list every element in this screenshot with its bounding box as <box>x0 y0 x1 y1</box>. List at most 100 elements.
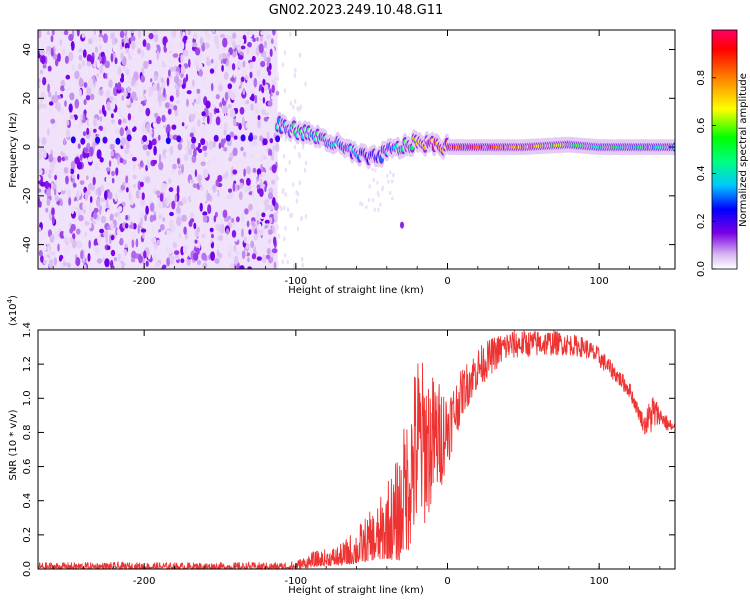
noise-blob <box>135 189 140 199</box>
noise-blob <box>165 246 169 253</box>
noise-blob <box>112 52 116 59</box>
y-tick-label: 0.8 <box>22 424 33 440</box>
noise-blob <box>109 96 114 102</box>
noise-blob <box>118 119 122 125</box>
noise-blob <box>229 108 236 119</box>
noise-blob <box>51 30 55 36</box>
noise-blob <box>70 160 76 171</box>
noise-blob <box>39 49 45 56</box>
noise-speckle <box>300 215 303 221</box>
noise-blob <box>102 33 108 44</box>
noise-blob <box>64 246 70 255</box>
noise-ridge-blob <box>176 135 182 143</box>
noise-blob <box>130 49 134 58</box>
noise-blob <box>79 89 82 97</box>
noise-blob <box>97 36 103 42</box>
noise-blob <box>196 259 202 265</box>
noise-blob <box>268 148 273 157</box>
noise-blob <box>149 202 155 212</box>
noise-blob <box>205 100 211 109</box>
noise-blob <box>230 77 235 82</box>
noise-blob <box>96 120 100 128</box>
noise-blob <box>206 192 211 201</box>
noise-blob <box>205 189 209 195</box>
noise-ridge-blob <box>165 137 171 145</box>
noise-speckle <box>292 104 295 110</box>
noise-blob <box>95 188 99 195</box>
noise-ridge-blob <box>191 136 197 144</box>
noise-blob <box>169 219 174 229</box>
noise-blob <box>67 44 72 53</box>
noise-blob <box>174 254 180 260</box>
noise-blob <box>231 230 237 238</box>
noise-speckle <box>289 101 292 107</box>
noise-blob <box>132 157 137 162</box>
noise-blob <box>96 258 103 264</box>
noise-blob <box>120 184 126 191</box>
noise-blob <box>84 191 88 201</box>
noise-blob <box>62 261 68 267</box>
noise-blob <box>216 249 220 257</box>
noise-blob <box>66 120 70 126</box>
noise-blob <box>98 207 102 215</box>
noise-blob <box>264 219 270 224</box>
noise-speckle <box>279 205 282 211</box>
noise-blob <box>55 112 61 122</box>
noise-blob <box>258 43 264 54</box>
noise-blob <box>130 40 136 50</box>
noise-blob <box>63 137 66 146</box>
noise-blob <box>43 149 47 159</box>
noise-blob <box>48 91 52 98</box>
noise-blob <box>243 236 247 244</box>
noise-blob <box>212 66 216 76</box>
noise-blob <box>201 195 207 203</box>
noise-blob <box>183 49 189 57</box>
spectrogram-marks <box>38 30 675 269</box>
noise-blob <box>168 187 174 193</box>
noise-blob <box>107 73 110 79</box>
noise-blob <box>137 48 142 55</box>
noise-blob <box>267 204 274 211</box>
noise-blob <box>119 30 125 39</box>
noise-blob <box>109 73 114 79</box>
noise-blob <box>268 239 272 244</box>
noise-blob <box>273 261 277 269</box>
noise-blob <box>263 51 267 60</box>
x-tick-label: -100 <box>284 576 307 587</box>
noise-speckle <box>289 31 292 37</box>
noise-blob <box>202 211 208 216</box>
noise-blob <box>158 231 164 238</box>
noise-blob <box>51 182 54 189</box>
noise-blob <box>226 215 232 220</box>
noise-speckle <box>297 152 301 157</box>
noise-blob <box>88 38 92 45</box>
noise-blob <box>101 55 105 65</box>
noise-blob <box>109 213 114 221</box>
noise-blob <box>197 119 201 128</box>
noise-blob <box>146 124 151 133</box>
noise-blob <box>237 61 243 69</box>
x-tick-label: -200 <box>133 276 156 287</box>
noise-blob <box>100 215 107 224</box>
noise-blob <box>60 30 64 35</box>
noise-blob <box>237 184 240 191</box>
y-tick-label: 1.4 <box>22 322 33 338</box>
noise-blob <box>139 96 145 102</box>
noise-blob <box>175 88 180 98</box>
noise-blob <box>166 257 171 267</box>
noise-blob <box>111 113 114 119</box>
noise-blob <box>172 53 179 58</box>
noise-blob <box>227 104 232 109</box>
noise-speckle <box>281 62 285 68</box>
y-tick-label: 0.0 <box>22 561 33 577</box>
noise-blob <box>72 82 76 90</box>
noise-blob <box>110 53 114 63</box>
snr-panel: -200 -100 0 100 0.0 0.2 0.4 0.6 0.8 1.0 1.2 1.4 He… <box>6 295 676 596</box>
noise-blob <box>67 262 71 268</box>
noise-blob <box>117 82 122 91</box>
noise-blob <box>167 194 171 204</box>
noise-blob <box>193 252 199 261</box>
noise-blob <box>233 69 236 78</box>
noise-blob <box>247 41 252 48</box>
